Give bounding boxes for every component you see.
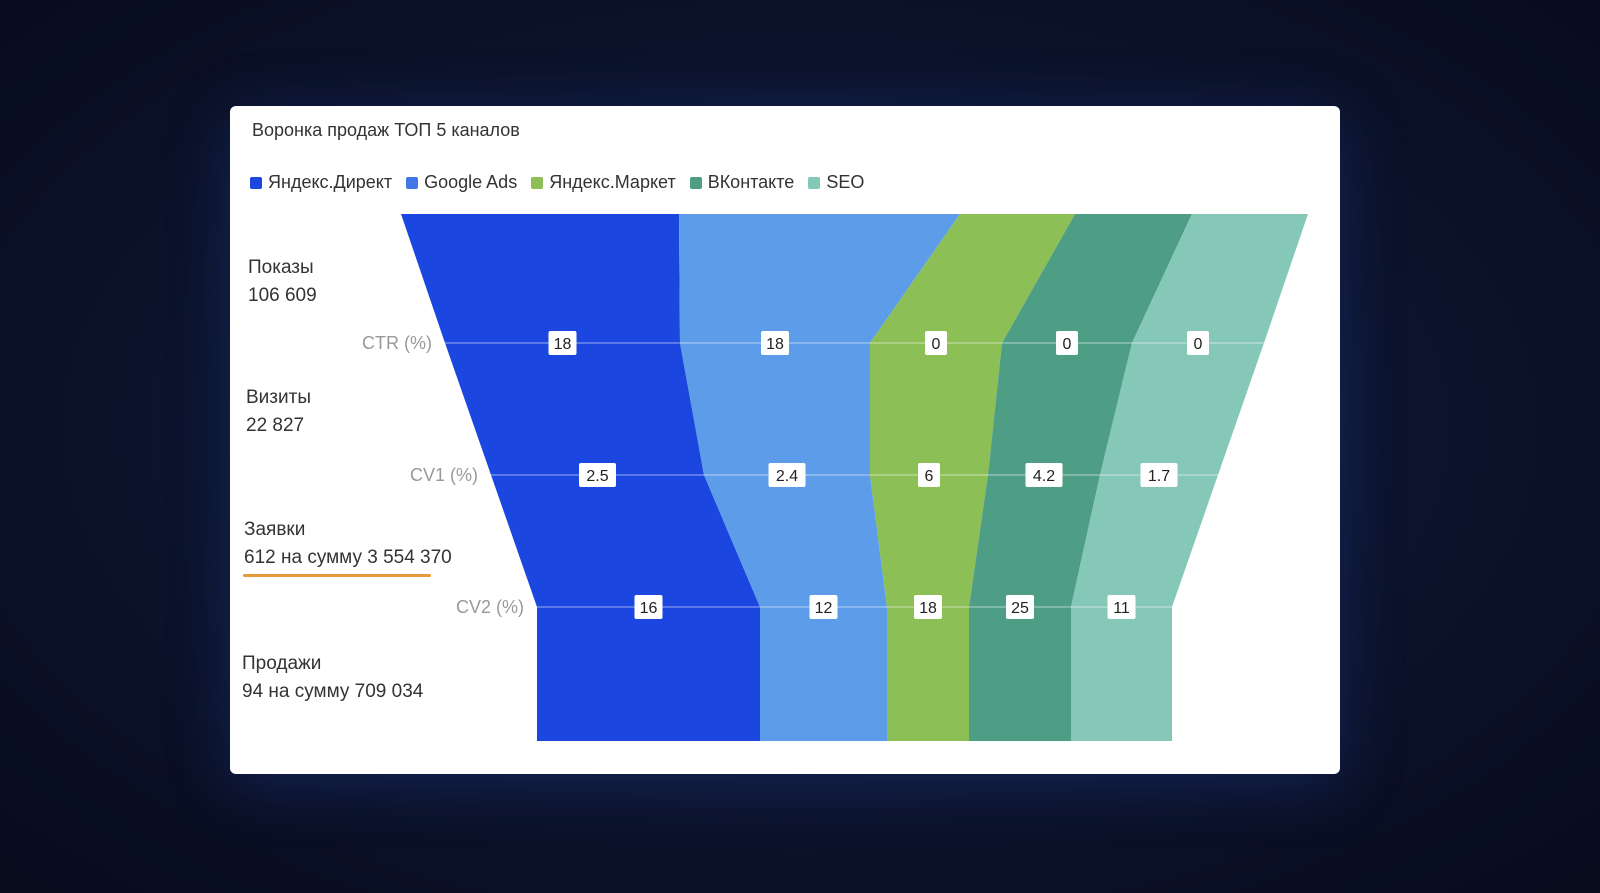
value-label-box <box>914 595 942 619</box>
value-label: 11 <box>1113 600 1130 617</box>
ratio-row-label: CV1 (%) <box>410 465 478 485</box>
funnel-chart: CTR (%) 18 18 0 0 0 CV1 (%) 2.5 2.4 6 4.2 1.7 CV2 (%… <box>362 214 1308 741</box>
value-label: 2.5 <box>586 468 608 485</box>
value-label: 6 <box>925 468 934 485</box>
value-label: 25 <box>1011 600 1029 617</box>
stage-name: Продажи <box>242 653 322 674</box>
value-label: 18 <box>766 336 784 353</box>
value-label-box <box>1006 595 1034 619</box>
value-label: 16 <box>640 600 658 617</box>
value-label: 2.4 <box>776 468 798 485</box>
value-label: 0 <box>1194 336 1203 353</box>
stage-leads: Заявки 612 на сумму 3 554 370 <box>244 516 452 572</box>
band-google-ads <box>679 214 960 741</box>
value-label-box <box>925 331 947 355</box>
value-label-box <box>548 331 577 355</box>
value-label: 18 <box>919 600 937 617</box>
value-label-box <box>918 463 940 487</box>
value-label: 1.7 <box>1148 468 1170 485</box>
ratio-row-label: CTR (%) <box>362 333 432 353</box>
chart-card: Воронка продаж ТОП 5 каналов Яндекс.Дире… <box>230 106 1340 774</box>
value-label: 0 <box>1063 336 1072 353</box>
value-label-box <box>1140 463 1178 487</box>
stage-value: 106 609 <box>248 285 317 306</box>
stage-name: Визиты <box>246 387 311 408</box>
value-label: 12 <box>815 600 833 617</box>
value-label: 0 <box>932 336 941 353</box>
value-label-box <box>634 595 663 619</box>
stage-value: 94 на сумму 709 034 <box>242 681 424 702</box>
value-label-box <box>1056 331 1078 355</box>
stage-impressions: Показы 106 609 <box>248 254 317 310</box>
value-label-box <box>761 331 789 355</box>
value-label-box <box>1025 463 1063 487</box>
stage-visits: Визиты 22 827 <box>246 384 311 440</box>
value-label: 4.2 <box>1033 468 1055 485</box>
stage-name: Заявки <box>244 519 306 540</box>
stage-sales: Продажи 94 на сумму 709 034 <box>242 650 423 706</box>
value-label-box <box>809 595 838 619</box>
value-label-box <box>1187 331 1209 355</box>
stage-value: 612 на сумму 3 554 370 <box>244 547 452 568</box>
leads-highlight-underline <box>243 574 431 577</box>
value-label-box <box>768 463 806 487</box>
value-label-box <box>1107 595 1136 619</box>
value-label: 18 <box>554 336 572 353</box>
stage-name: Показы <box>248 257 314 278</box>
stage-value: 22 827 <box>246 415 305 436</box>
ratio-row-label: CV2 (%) <box>456 597 524 617</box>
value-label-box <box>579 463 616 487</box>
